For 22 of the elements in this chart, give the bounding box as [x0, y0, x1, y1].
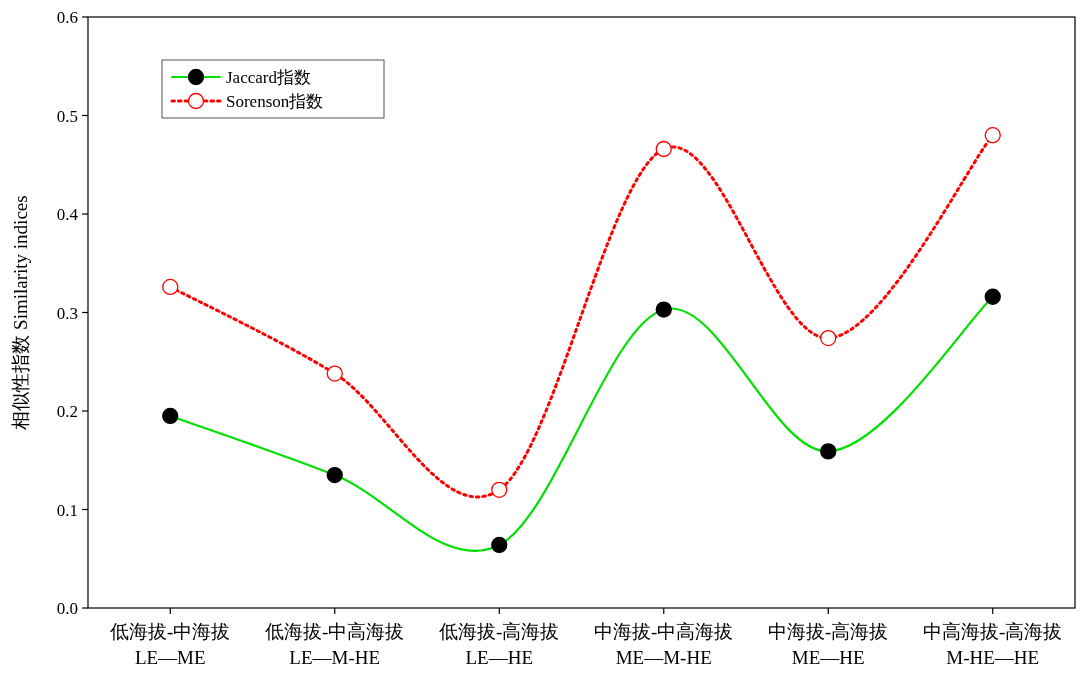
- y-tick-label: 0.5: [56, 106, 78, 126]
- point: [162, 278, 179, 296]
- x-tick-label: 低海拔-高海拔 LE—HE: [439, 621, 560, 668]
- point: [655, 140, 672, 158]
- legend-label: Sorenson指数: [226, 92, 324, 111]
- point: [984, 127, 1001, 144]
- x-tick-label: 中高海拔-高海拔 M-HE—HE: [923, 621, 1063, 668]
- x-tick-label: 低海拔-中海拔 LE—ME: [110, 621, 231, 668]
- point: [326, 365, 343, 382]
- y-tick-label: 0.4: [56, 205, 79, 224]
- y-tick-label: 0.1: [56, 500, 78, 520]
- y-tick-label: 0.3: [56, 303, 78, 323]
- x-tick-label: 中海拔-高海拔 ME—HE: [768, 621, 889, 668]
- x-tick-label: 低海拔-中高海拔 LE—M-HE: [265, 621, 405, 668]
- y-axis-title: 相似性指数 Similarity indices: [10, 195, 31, 430]
- legend-label: Jaccard指数: [226, 68, 311, 87]
- y-tick-label: 0.6: [56, 8, 78, 27]
- y-tick-label: 0.2: [56, 402, 78, 421]
- y-tick-label: 0.0: [56, 599, 78, 618]
- point: [820, 329, 837, 347]
- x-tick-label: 中海拔-中高海拔 ME—M-HE: [594, 621, 734, 668]
- point: [491, 481, 508, 498]
